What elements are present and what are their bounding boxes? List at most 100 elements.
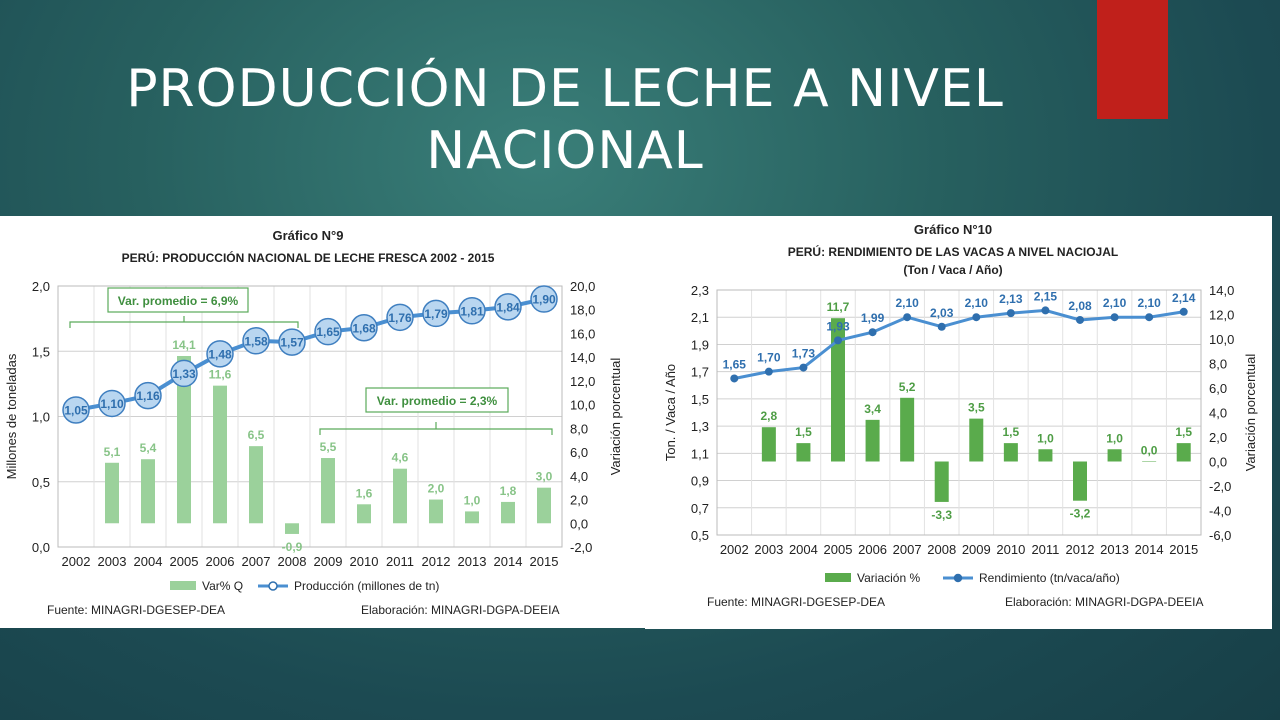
left-tick-label: 0,9 xyxy=(691,474,709,489)
left-tick-label: 1,5 xyxy=(32,344,50,359)
point-2009 xyxy=(972,313,981,322)
point-2011 xyxy=(1041,306,1050,315)
bar-value-label: 3,0 xyxy=(536,470,553,484)
x-tick-label: 2013 xyxy=(458,554,487,569)
plot-area-border xyxy=(57,285,563,548)
right-tick-label: 14,0 xyxy=(1209,283,1234,298)
bar-2015 xyxy=(537,487,551,524)
right-axis-title: Variación porcentual xyxy=(608,358,623,476)
x-tick-label: 2012 xyxy=(422,554,451,569)
bar-2012 xyxy=(429,499,443,524)
bar-value-label: 14,1 xyxy=(172,338,196,352)
bar-2014 xyxy=(501,501,515,524)
point-2013 xyxy=(1110,313,1119,322)
bar-value-label: 2,0 xyxy=(428,482,445,496)
bar-2010 xyxy=(357,504,371,524)
right-tick-label: 16,0 xyxy=(570,326,595,341)
right-axis-title: Variación porcentual xyxy=(1243,354,1258,472)
bar-2007 xyxy=(900,397,915,462)
bar-value-label: 6,5 xyxy=(248,428,265,442)
bar-value-label: -3,2 xyxy=(1070,507,1091,521)
point-value-label: 1,33 xyxy=(172,367,196,381)
point-value-label: 2,14 xyxy=(1172,291,1196,305)
callout-box-2 xyxy=(365,387,509,413)
chart-subtitle: PERÚ: PRODUCCIÓN NACIONAL DE LECHE FRESC… xyxy=(122,250,495,265)
left-tick-label: 0,0 xyxy=(32,540,50,555)
right-tick-label: 2,0 xyxy=(1209,430,1227,445)
x-tick-label: 2014 xyxy=(1135,542,1164,557)
right-tick-label: 10,0 xyxy=(570,398,595,413)
accent-bar xyxy=(1097,0,1168,119)
point-value-label: 1,68 xyxy=(352,321,376,335)
point-2014 xyxy=(494,293,522,321)
left-tick-label: 1,9 xyxy=(691,337,709,352)
legend-label-bars: Variación % xyxy=(857,571,920,585)
bar-2009 xyxy=(969,418,984,462)
point-2013 xyxy=(458,297,486,325)
line-series xyxy=(733,308,1184,380)
yield-chart-svg: Gráfico N°10 PERÚ: RENDIMIENTO DE LAS VAC… xyxy=(663,222,1258,609)
bar-2005 xyxy=(177,355,191,524)
point-2002 xyxy=(730,374,739,383)
point-2004 xyxy=(799,363,808,372)
right-tick-label: 6,0 xyxy=(1209,381,1227,396)
chart-title: Gráfico N°10 xyxy=(914,222,992,237)
bar-2006 xyxy=(865,419,880,462)
x-tick-label: 2010 xyxy=(996,542,1025,557)
point-2008 xyxy=(937,322,946,331)
x-tick-label: 2006 xyxy=(858,542,887,557)
x-tick-label: 2015 xyxy=(530,554,559,569)
point-value-label: 1,58 xyxy=(244,334,268,348)
bar-value-label: -0,9 xyxy=(282,540,303,554)
point-2009 xyxy=(314,317,342,346)
x-tick-label: 2003 xyxy=(754,542,783,557)
chart-subtitle: PERÚ: RENDIMIENTO DE LAS VACAS A NIVEL N… xyxy=(788,244,1118,259)
point-value-label: 1,99 xyxy=(861,311,885,325)
bar-value-label: 1,5 xyxy=(795,425,812,439)
point-value-label: 1,16 xyxy=(136,389,160,403)
legend-marker-line xyxy=(953,573,963,583)
bar-2014 xyxy=(1142,461,1157,462)
right-tick-label: 2,0 xyxy=(570,493,588,508)
chart-panel-yield: Gráfico N°10 PERÚ: RENDIMIENTO DE LAS VAC… xyxy=(645,216,1272,629)
left-tick-label: 1,3 xyxy=(691,419,709,434)
left-tick-label: 1,7 xyxy=(691,365,709,380)
x-tick-label: 2011 xyxy=(1031,542,1059,557)
point-2015 xyxy=(1179,307,1188,316)
x-tick-label: 2005 xyxy=(824,542,853,557)
plot-area-border xyxy=(716,289,1202,536)
point-value-label: 2,13 xyxy=(999,292,1023,306)
point-value-label: 1,81 xyxy=(460,304,484,318)
left-tick-label: 0,5 xyxy=(32,475,50,490)
legend-swatch-bars xyxy=(170,581,196,590)
x-tick-label: 2004 xyxy=(134,554,163,569)
legend-swatch-bars xyxy=(825,573,851,582)
point-value-label: 2,10 xyxy=(1103,296,1127,310)
bar-value-label: 1,6 xyxy=(356,486,373,500)
bar-value-label: 5,4 xyxy=(140,441,157,455)
bar-2010 xyxy=(1003,443,1018,462)
bar-2013 xyxy=(1107,449,1122,462)
bar-value-label: 11,7 xyxy=(827,300,850,314)
point-2012 xyxy=(422,299,450,328)
x-tick-label: 2014 xyxy=(494,554,523,569)
bar-value-label: 1,5 xyxy=(1003,425,1020,439)
bar-2011 xyxy=(1038,449,1053,462)
x-tick-label: 2004 xyxy=(789,542,818,557)
right-tick-label: -6,0 xyxy=(1209,528,1231,543)
right-tick-label: 8,0 xyxy=(1209,357,1227,372)
point-value-label: 1,10 xyxy=(100,397,124,411)
bar-2003 xyxy=(761,427,776,462)
bar-value-label: 1,0 xyxy=(1037,431,1054,445)
right-tick-label: 8,0 xyxy=(570,421,588,436)
legend-marker-line xyxy=(268,581,278,591)
right-tick-label: 0,0 xyxy=(570,516,588,531)
right-tick-label: 12,0 xyxy=(570,374,595,389)
callout-box-1 xyxy=(107,287,249,313)
point-2015 xyxy=(530,285,558,313)
footer-source: Fuente: MINAGRI-DGESEP-DEA xyxy=(47,603,225,617)
x-tick-label: 2008 xyxy=(927,542,956,557)
point-2014 xyxy=(1145,313,1154,322)
x-tick-label: 2012 xyxy=(1066,542,1095,557)
left-axis-title: Ton. / Vaca / Año xyxy=(663,364,678,461)
